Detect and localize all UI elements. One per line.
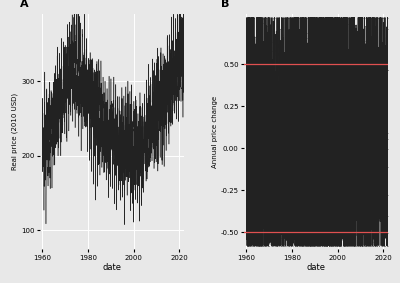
X-axis label: date: date [102,263,122,272]
Text: B: B [221,0,230,9]
Text: A: A [20,0,28,9]
Y-axis label: Annual price change: Annual price change [212,96,218,168]
X-axis label: date: date [306,263,326,272]
Y-axis label: Real price (2010 USD): Real price (2010 USD) [12,93,18,170]
